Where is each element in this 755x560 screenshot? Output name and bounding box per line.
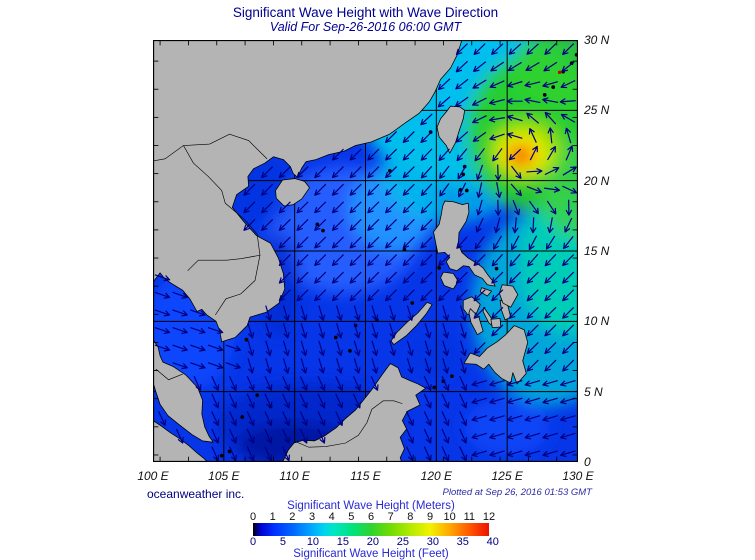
- land-luzon: [433, 200, 496, 287]
- colorbar-meters-11: 11: [463, 511, 476, 523]
- country-borders: [153, 133, 403, 448]
- colorbar-meters-8: 8: [407, 511, 414, 523]
- land-borneo: [282, 363, 427, 462]
- plotted-timestamp: Plotted at Sep 26, 2016 01:53 GMT: [442, 487, 592, 498]
- lat-label-25: 25 N: [584, 103, 610, 118]
- colorbar-meters-0: 0: [249, 511, 257, 523]
- colorbar-meters-5: 5: [348, 511, 355, 523]
- lat-label-0: 0: [584, 455, 591, 469]
- small-islands: [219, 52, 578, 458]
- wave-height-map: [153, 40, 578, 462]
- lon-label-130: 130 E: [562, 469, 594, 483]
- colorbar-meters-7: 7: [387, 511, 394, 523]
- wave-direction-arrows: [154, 43, 578, 462]
- colorbar-feet-40: 40: [486, 536, 499, 548]
- valid-time-subtitle: Valid For Sep-26-2016 06:00 GMT: [269, 20, 462, 34]
- lat-label-10: 10 N: [584, 314, 610, 329]
- lon-label-125: 125 E: [491, 469, 523, 483]
- colorbar-feet-20: 20: [366, 536, 379, 548]
- colorbar-feet-0: 0: [249, 536, 257, 548]
- colorbar-meters-3: 3: [308, 511, 316, 523]
- lat-label-15: 15 N: [584, 244, 610, 258]
- station-marker: [557, 70, 562, 75]
- land-masbate: [479, 287, 492, 297]
- land-peninsula: [153, 339, 214, 443]
- colorbar-feet-5: 5: [279, 536, 287, 548]
- lat-label-20: 20 N: [584, 173, 610, 188]
- colorbar-feet-30: 30: [426, 536, 439, 548]
- lon-label-105: 105 E: [208, 469, 240, 483]
- land-hainan: [275, 178, 310, 207]
- land-taiwan: [436, 105, 466, 154]
- page-title: Significant Wave Height with Wave Direct…: [232, 5, 499, 20]
- lat-label-5: 5 N: [584, 384, 603, 399]
- lat-label-30: 30 N: [584, 33, 610, 47]
- colorbar-meters-1: 1: [269, 511, 276, 523]
- land-mindanao: [463, 325, 529, 385]
- colorbar-meters-6: 6: [367, 511, 375, 523]
- lon-label-110: 110 E: [279, 469, 310, 483]
- lon-label-120: 120 E: [420, 469, 452, 483]
- colorbar-meters-10: 10: [443, 511, 456, 523]
- colorbar-feet-15: 15: [336, 536, 350, 548]
- land-mindoro: [440, 271, 459, 290]
- lon-label-100: 100 E: [137, 469, 169, 483]
- lon-label-115: 115 E: [350, 469, 381, 483]
- colorbar-title-feet: Significant Wave Height (Feet): [293, 548, 449, 560]
- colorbar-title-meters: Significant Wave Height (Meters): [287, 500, 455, 512]
- colorbar-gradient: [253, 523, 489, 536]
- colorbar-meters-12: 12: [482, 511, 496, 523]
- colorbar-feet-35: 35: [456, 536, 469, 548]
- land-masses: [153, 40, 529, 462]
- colorbar-feet-10: 10: [306, 536, 320, 548]
- land-mainland: [153, 40, 463, 343]
- colorbar-feet-25: 25: [396, 536, 409, 548]
- colorbar-meters-2: 2: [289, 511, 296, 523]
- colorbar-meters-4: 4: [328, 511, 335, 523]
- oceanweather-credit: oceanweather inc.: [147, 487, 245, 501]
- colorbar-meters-9: 9: [426, 511, 434, 523]
- land-bohol: [490, 318, 502, 329]
